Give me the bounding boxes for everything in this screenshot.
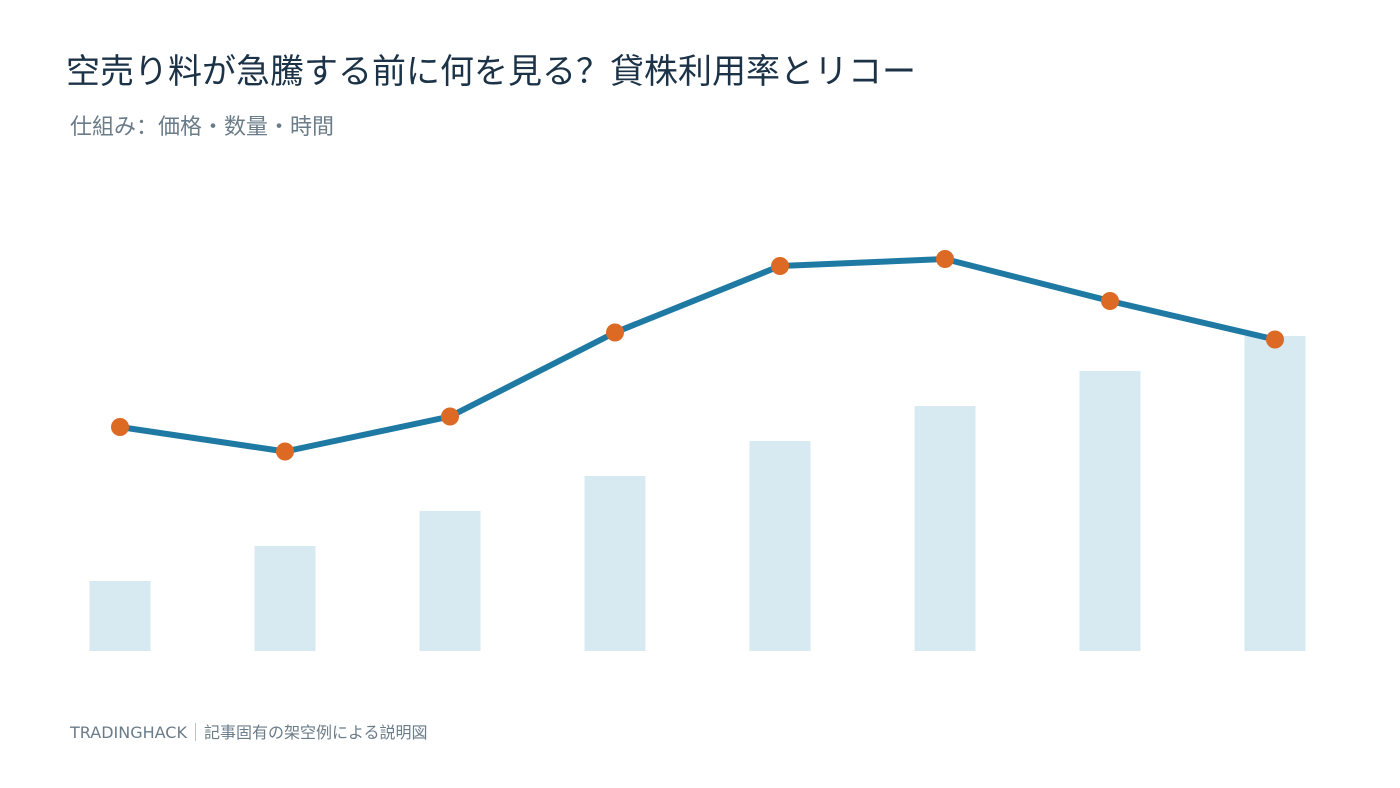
line-point-3 (441, 407, 459, 426)
line-point-4 (606, 323, 624, 342)
markers-layer (111, 250, 1284, 461)
footer-brand: TRADINGHACK (70, 723, 187, 742)
bar-6 (914, 406, 976, 651)
line-point-1 (111, 418, 129, 436)
bars-layer (89, 336, 1306, 651)
line-point-8 (1266, 330, 1284, 349)
line-point-5 (771, 257, 789, 275)
line-point-6 (936, 250, 954, 268)
bar-5 (749, 441, 811, 651)
footer-note: 記事固有の架空例による説明図 (203, 723, 428, 742)
bar-8 (1244, 336, 1306, 651)
chart-title: 空売り料が急騰する前に何を見る？貸株利用率とリコー (66, 52, 916, 92)
line-layer (117, 256, 1278, 455)
bar-1 (89, 581, 151, 651)
bar-7 (1079, 371, 1141, 651)
chart-subtitle: 仕組み：価格・数量・時間 (70, 115, 335, 140)
bar-2 (254, 546, 316, 651)
bar-3 (419, 511, 481, 651)
line-point-2 (276, 442, 294, 461)
line-series (117, 256, 1278, 455)
footer: TRADINGHACK 記事固有の架空例による説明図 (70, 722, 427, 744)
bar-4 (584, 476, 646, 651)
footer-separator (194, 723, 196, 741)
line-point-7 (1101, 292, 1119, 310)
